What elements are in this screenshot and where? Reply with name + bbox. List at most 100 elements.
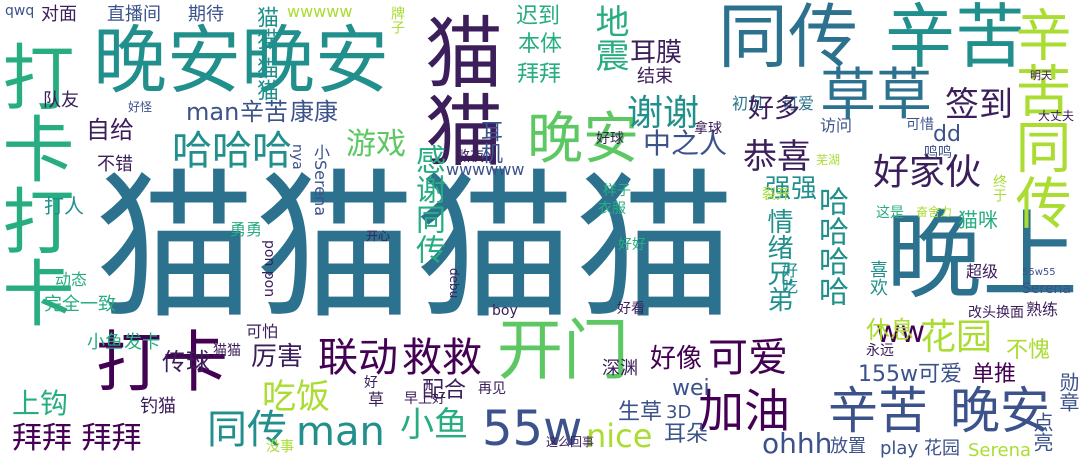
- cloud-word: 配合: [422, 378, 467, 403]
- cloud-word: 同传: [207, 407, 287, 453]
- cloud-word: 小Serena: [311, 144, 330, 217]
- cloud-word: man: [186, 98, 240, 126]
- cloud-word: ww: [876, 315, 926, 350]
- cloud-word: 不错: [97, 154, 133, 175]
- cloud-word: 开门: [497, 312, 629, 389]
- cloud-word: 这么回事: [546, 435, 595, 449]
- cloud-word: 辛苦同传: [1006, 6, 1071, 230]
- cloud-word: 猫猫猫猫: [95, 154, 736, 341]
- cloud-word: 超级: [966, 262, 999, 281]
- cloud-word: 可爱: [782, 94, 815, 113]
- cloud-word: 生草: [618, 400, 663, 425]
- cloud-word: wwwwww: [446, 160, 525, 179]
- cloud-word: 耳朵: [664, 422, 709, 447]
- cloud-word: 休息: [866, 316, 914, 344]
- cloud-word: wei: [672, 376, 710, 401]
- cloud-word: 拜拜: [517, 62, 562, 87]
- cloud-word: 结束: [637, 66, 673, 87]
- cloud-word: 喜欢: [867, 260, 888, 296]
- cloud-word: 拿球: [694, 121, 722, 137]
- cloud-word: 康康: [290, 98, 338, 126]
- cloud-word: 传球: [162, 348, 210, 376]
- cloud-word: 对面: [41, 4, 77, 25]
- cloud-word: 感谢同传: [410, 144, 445, 264]
- cloud-word: boy: [492, 303, 518, 319]
- cloud-word: 大丈夫: [1038, 109, 1075, 123]
- cloud-word: 好吃: [779, 262, 798, 294]
- cloud-word: 打卡打卡: [0, 40, 74, 328]
- cloud-word: 猫猫: [412, 12, 502, 168]
- cloud-word: pon pon: [261, 240, 277, 298]
- cloud-word: 辛苦: [828, 382, 928, 440]
- cloud-word: 深渊: [602, 358, 638, 379]
- cloud-word: 游戏: [346, 127, 406, 162]
- cloud-word: ohhh: [762, 427, 833, 460]
- cloud-word: 勋章: [1056, 372, 1080, 412]
- cloud-word: 再见: [478, 381, 506, 397]
- cloud-word: 这是: [876, 205, 904, 221]
- cloud-word: 好球: [596, 131, 624, 147]
- cloud-word: 可爱: [918, 362, 963, 387]
- cloud-word: nya: [289, 144, 305, 170]
- cloud-word: 猫咪: [958, 208, 998, 232]
- cloud-word: 55w: [482, 401, 583, 457]
- cloud-word: debu: [447, 268, 461, 299]
- cloud-word: 好多: [748, 94, 801, 124]
- cloud-word: 早上好: [404, 391, 446, 407]
- cloud-word: 衣服: [598, 201, 626, 217]
- cloud-word: 加油: [698, 384, 790, 438]
- cloud-word: 强强: [765, 174, 818, 204]
- cloud-word: qwq: [5, 3, 35, 19]
- cloud-word: 芜湖: [816, 153, 841, 167]
- cloud-word: 猫猫 猫猫: [253, 6, 278, 101]
- cloud-word: 奋舍力: [916, 205, 953, 219]
- cloud-word: 改头换面: [968, 305, 1024, 321]
- cloud-word: 哈哈哈: [172, 128, 292, 174]
- cloud-word: 花园: [920, 317, 993, 358]
- cloud-word: 中之人: [643, 127, 728, 160]
- cloud-word: 发卡: [124, 332, 160, 353]
- cloud-word: 样子: [603, 183, 631, 199]
- cloud-word: 明天: [1030, 69, 1052, 82]
- cloud-word: 好怪: [128, 100, 153, 114]
- cloud-word: 上钩: [12, 387, 69, 420]
- cloud-word: 签到: [945, 85, 1013, 125]
- cloud-word: 晚安: [527, 107, 639, 172]
- cloud-word: Serena: [968, 440, 1032, 461]
- cloud-word: 好像: [650, 344, 703, 374]
- cloud-word: 联动: [318, 335, 398, 381]
- cloud-word: 熬夜: [456, 149, 484, 165]
- cloud-word: 期待: [188, 4, 224, 25]
- cloud-word: 同传: [718, 0, 858, 78]
- cloud-word: 打卡: [96, 324, 228, 401]
- cloud-word: 猫猫: [213, 343, 241, 359]
- cloud-word: 小鱼: [400, 405, 468, 445]
- cloud-word: 终于: [991, 174, 1007, 202]
- cloud-word: 好看: [617, 301, 645, 317]
- cloud-word: 初见: [732, 94, 765, 113]
- cloud-word: 点亮: [1030, 412, 1054, 452]
- cloud-word: 访问: [820, 116, 853, 135]
- cloud-word: 本体: [518, 32, 563, 57]
- cloud-word: 不愧: [1006, 338, 1051, 363]
- cloud-word: 牌子: [389, 6, 405, 34]
- cloud-word: 可惜: [906, 117, 934, 133]
- cloud-word: 草草: [820, 63, 932, 128]
- cloud-word: 好好: [618, 237, 646, 253]
- cloud-word: 救救: [402, 335, 482, 381]
- cloud-word: 放置: [830, 436, 866, 457]
- cloud-word: 55w55: [1022, 267, 1056, 278]
- cloud-word: 晚安晚安: [93, 18, 389, 104]
- cloud-word: dd: [933, 122, 961, 147]
- cloud-word: 可爱: [708, 335, 788, 381]
- cloud-word: 裂开: [762, 187, 790, 203]
- cloud-word: 迟到: [516, 4, 561, 29]
- cloud-word: 队友: [43, 90, 79, 111]
- cloud-word: 好: [364, 375, 378, 391]
- cloud-word: 恭喜: [743, 137, 811, 177]
- cloud-word: 厉害: [251, 342, 304, 372]
- cloud-word: 情绪兄弟: [763, 208, 793, 312]
- cloud-word: man: [296, 409, 385, 455]
- cloud-word: 熟练: [1026, 300, 1059, 319]
